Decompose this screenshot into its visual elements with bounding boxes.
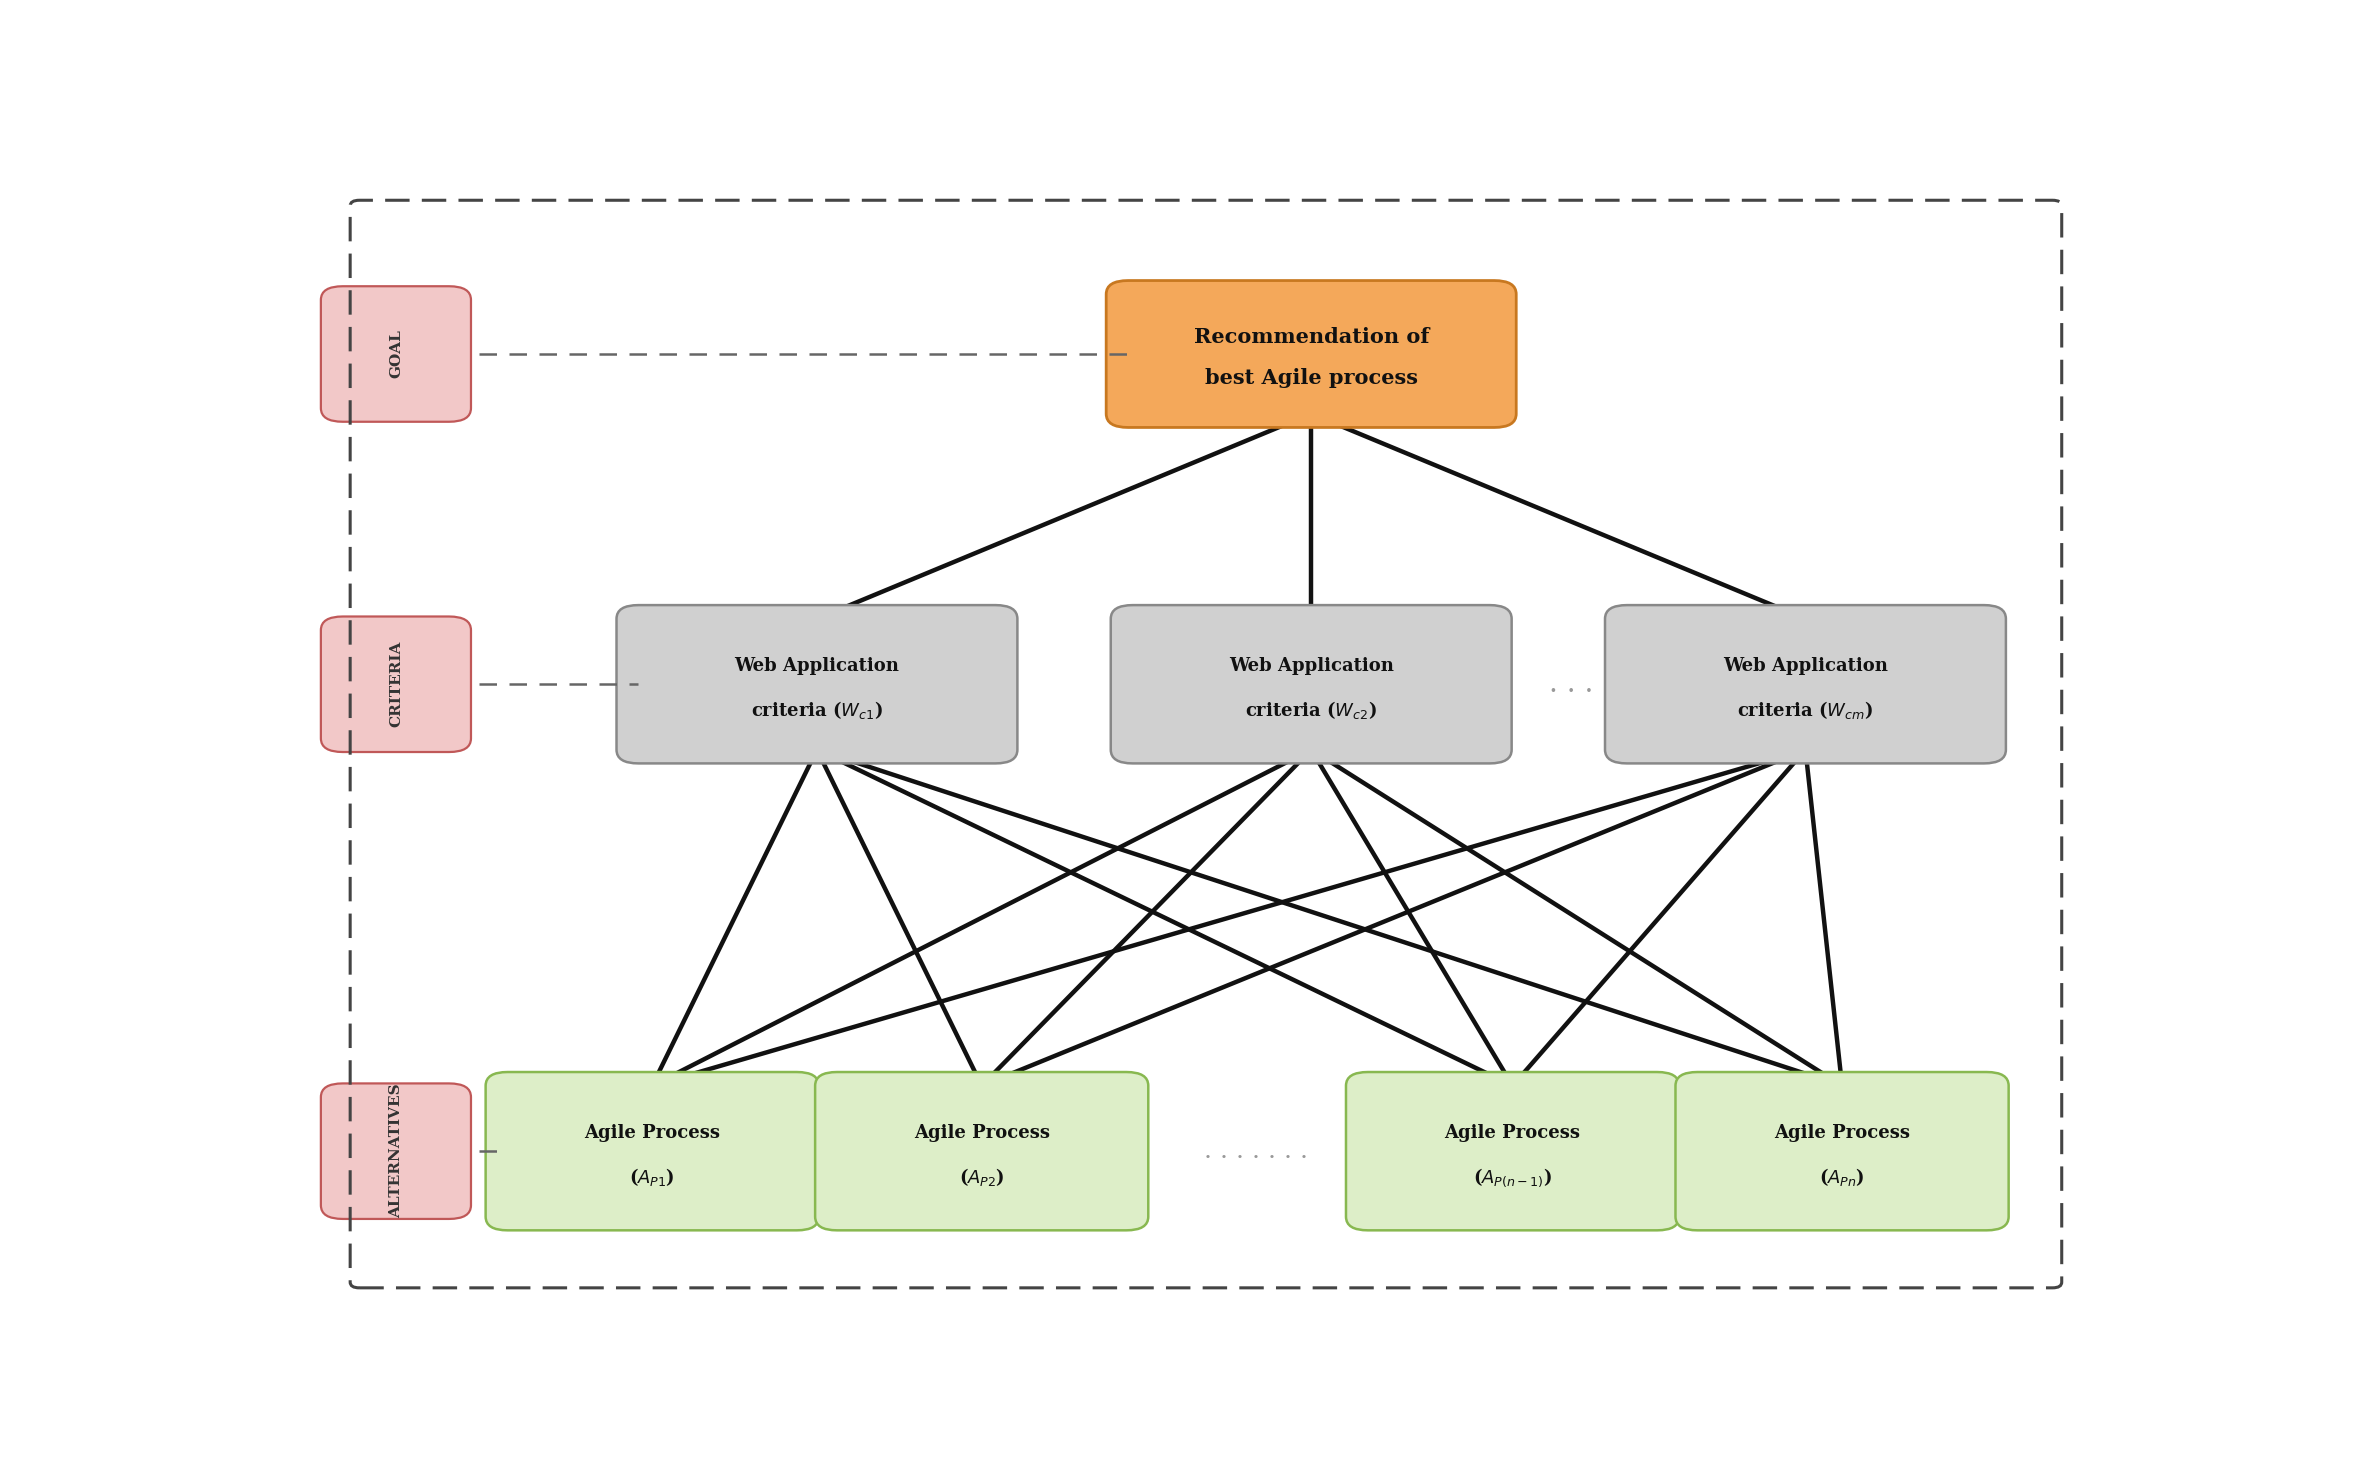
FancyBboxPatch shape xyxy=(321,617,470,751)
FancyBboxPatch shape xyxy=(487,1072,820,1231)
Text: criteria ($W_{cm}$): criteria ($W_{cm}$) xyxy=(1738,700,1873,722)
Text: Agile Process: Agile Process xyxy=(1774,1124,1911,1142)
Text: ($A_{Pn}$): ($A_{Pn}$) xyxy=(1819,1167,1866,1188)
Text: criteria ($W_{c2}$): criteria ($W_{c2}$) xyxy=(1245,700,1377,722)
Text: Web Application: Web Application xyxy=(1722,657,1887,674)
Text: Agile Process: Agile Process xyxy=(914,1124,1049,1142)
Text: Web Application: Web Application xyxy=(1228,657,1394,674)
FancyBboxPatch shape xyxy=(815,1072,1148,1231)
FancyBboxPatch shape xyxy=(616,605,1018,763)
Text: ($A_{P1}$): ($A_{P1}$) xyxy=(628,1167,676,1188)
FancyBboxPatch shape xyxy=(1346,1072,1679,1231)
FancyBboxPatch shape xyxy=(321,287,470,422)
Text: Web Application: Web Application xyxy=(735,657,900,674)
Text: . . . . . . .: . . . . . . . xyxy=(1205,1140,1309,1162)
Text: ALTERNATIVES: ALTERNATIVES xyxy=(390,1084,404,1219)
Text: ($A_{P(n-1)}$): ($A_{P(n-1)}$) xyxy=(1474,1165,1552,1189)
Text: Agile Process: Agile Process xyxy=(583,1124,720,1142)
FancyBboxPatch shape xyxy=(1110,605,1512,763)
FancyBboxPatch shape xyxy=(1606,605,2005,763)
Text: ($A_{P2}$): ($A_{P2}$) xyxy=(959,1167,1004,1188)
Text: Agile Process: Agile Process xyxy=(1446,1124,1580,1142)
Text: GOAL: GOAL xyxy=(390,330,404,379)
Text: criteria ($W_{c1}$): criteria ($W_{c1}$) xyxy=(751,700,883,722)
Text: best Agile process: best Agile process xyxy=(1205,368,1417,387)
Text: Recommendation of: Recommendation of xyxy=(1193,327,1429,348)
Text: . . .: . . . xyxy=(1549,671,1594,698)
FancyBboxPatch shape xyxy=(321,1084,470,1219)
FancyBboxPatch shape xyxy=(1675,1072,2008,1231)
FancyBboxPatch shape xyxy=(1105,281,1516,427)
Text: CRITERIA: CRITERIA xyxy=(390,640,404,728)
